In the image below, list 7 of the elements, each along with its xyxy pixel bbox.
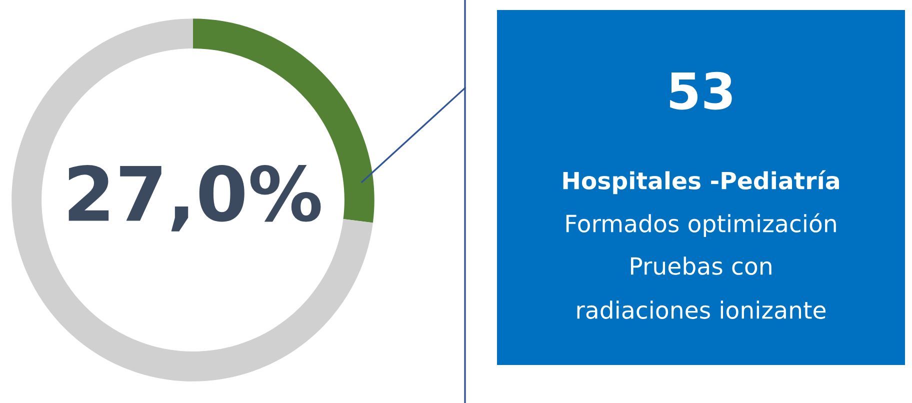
text: 53	[670, 72, 732, 110]
text: Pruebas con	[630, 256, 772, 275]
text: radiaciones ionizante	[577, 300, 826, 319]
donut-slice	[12, 18, 373, 382]
data-label: 27,0%	[68, 165, 321, 232]
text: Formados optimización	[566, 213, 836, 238]
text: Hospitales -Pediatría	[563, 170, 839, 194]
